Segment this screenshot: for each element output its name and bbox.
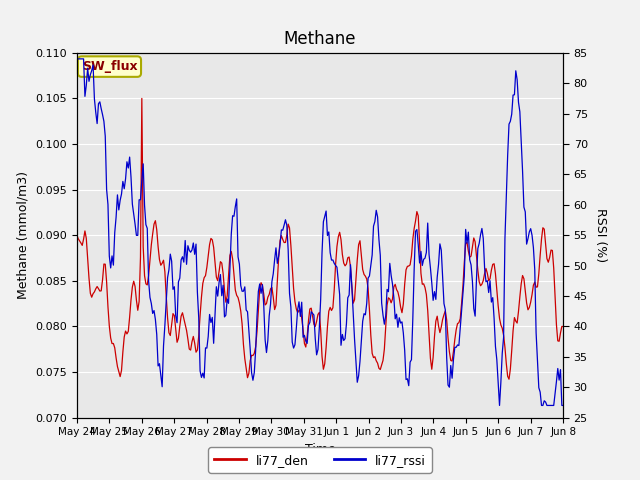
Y-axis label: RSSI (%): RSSI (%) bbox=[594, 208, 607, 262]
X-axis label: Time: Time bbox=[305, 443, 335, 456]
Text: SW_flux: SW_flux bbox=[82, 60, 138, 73]
Y-axis label: Methane (mmol/m3): Methane (mmol/m3) bbox=[17, 171, 30, 299]
Title: Methane: Methane bbox=[284, 30, 356, 48]
Legend: li77_den, li77_rssi: li77_den, li77_rssi bbox=[208, 447, 432, 473]
